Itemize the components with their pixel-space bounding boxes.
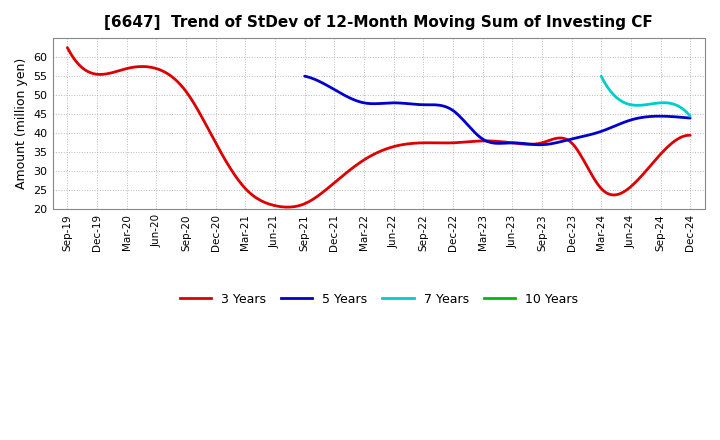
Y-axis label: Amount (million yen): Amount (million yen) [15, 58, 28, 189]
Legend: 3 Years, 5 Years, 7 Years, 10 Years: 3 Years, 5 Years, 7 Years, 10 Years [175, 288, 583, 311]
Title: [6647]  Trend of StDev of 12-Month Moving Sum of Investing CF: [6647] Trend of StDev of 12-Month Moving… [104, 15, 653, 30]
